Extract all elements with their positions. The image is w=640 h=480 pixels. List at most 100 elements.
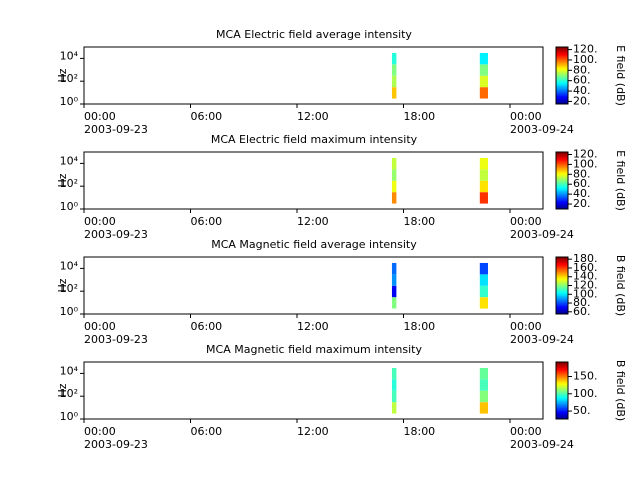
colorbar-segment: [556, 191, 568, 194]
spectrogram-cell: [391, 157, 397, 170]
colorbar-segment: [556, 264, 568, 267]
colorbar-segment: [556, 169, 568, 172]
colorbar-segment: [556, 261, 568, 264]
colorbar-segment: [556, 201, 568, 204]
colorbar-segment: [556, 302, 568, 305]
colorbar-segment: [556, 410, 568, 413]
colorbar-tick-label: 40.: [573, 187, 591, 200]
x-tick-date: 2003-09-23: [84, 333, 148, 346]
colorbar-segment: [556, 369, 568, 372]
colorbar-tick-label: 180.: [573, 252, 598, 265]
colorbar-segment: [556, 304, 568, 306]
spectrogram-cell: [391, 402, 397, 414]
colorbar-tick-label: 40.: [573, 84, 591, 97]
colorbar-segment: [556, 79, 568, 82]
colorbar-tick-label: 100.: [573, 157, 598, 170]
x-tick-label: 06:00: [190, 425, 222, 438]
colorbar-segment: [556, 157, 568, 160]
colorbar-segment: [556, 301, 568, 304]
x-tick-label: 00:00: [510, 425, 542, 438]
colorbar-segment: [556, 91, 568, 94]
colorbar-segment: [556, 298, 568, 301]
colorbar-segment: [556, 186, 568, 189]
panel-title: MCA Magnetic field maximum intensity: [206, 343, 422, 356]
spectrogram-cell: [479, 75, 488, 88]
spectrogram-cell: [479, 64, 488, 76]
colorbar-segment: [556, 197, 568, 200]
colorbar-frame: [555, 46, 569, 105]
spectrogram-cell: [391, 274, 397, 286]
colorbar-segment: [556, 76, 568, 79]
colorbar-segment: [556, 292, 568, 295]
colorbar-segment: [556, 363, 568, 366]
colorbar-segment: [556, 364, 568, 367]
x-tick-label: 00:00: [84, 110, 116, 123]
colorbar-segment: [556, 259, 568, 262]
colorbar-segment: [556, 156, 568, 159]
colorbar-segment: [556, 99, 568, 102]
colorbar-segment: [556, 308, 568, 311]
spectrogram-cell: [391, 192, 397, 204]
colorbar-segment: [556, 362, 568, 364]
x-tick-label: 12:00: [297, 425, 329, 438]
colorbar-segment: [556, 258, 568, 261]
plot-frame: [83, 256, 544, 315]
spectrogram-cell: [479, 52, 488, 65]
y-tick-label: 10²: [60, 282, 78, 295]
x-tick-label: 12:00: [297, 110, 329, 123]
colorbar-segment: [556, 289, 568, 292]
colorbar-label: B field (dB): [614, 255, 627, 316]
x-tick-label: 18:00: [403, 110, 435, 123]
colorbar-segment: [556, 407, 568, 410]
colorbar-segment: [556, 403, 568, 406]
panel-title: MCA Electric field average intensity: [216, 28, 412, 41]
spectrogram-cell: [391, 169, 397, 181]
colorbar-segment: [556, 88, 568, 91]
colorbar-segment: [556, 181, 568, 184]
colorbar-segment: [556, 391, 568, 394]
colorbar-segment: [556, 206, 568, 209]
colorbar-segment: [556, 381, 568, 384]
colorbar-segment: [556, 269, 568, 272]
y-tick-label: 10⁰: [60, 305, 79, 318]
x-tick-label: 12:00: [297, 215, 329, 228]
colorbar-segment: [556, 48, 568, 51]
colorbar-segment: [556, 204, 568, 207]
x-tick-label: 18:00: [403, 320, 435, 333]
colorbar-segment: [556, 193, 568, 196]
colorbar-segment: [556, 68, 568, 71]
colorbar-segment: [556, 64, 568, 67]
colorbar-segment: [556, 167, 568, 170]
y-tick-label: 10⁴: [60, 259, 79, 272]
colorbar-segment: [556, 177, 568, 180]
y-tick-label: 10²: [60, 177, 78, 190]
colorbar-segment: [556, 196, 568, 199]
colorbar-segment: [556, 161, 568, 164]
colorbar-segment: [556, 387, 568, 390]
colorbar-segment: [556, 184, 568, 187]
colorbar-segment: [556, 396, 568, 399]
colorbar-segment: [556, 81, 568, 84]
colorbar-segment: [556, 176, 568, 179]
colorbar-tick-label: 60.: [573, 305, 591, 318]
colorbar-segment: [556, 65, 568, 68]
colorbar-tick-label: 140.: [573, 270, 598, 283]
y-tick-label: 10²: [60, 387, 78, 400]
colorbar-segment: [556, 367, 568, 370]
colorbar-segment: [556, 163, 568, 166]
spectrogram-cell: [391, 87, 397, 99]
colorbar-segment: [556, 84, 568, 86]
colorbar-segment: [556, 51, 568, 54]
colorbar-segment: [556, 288, 568, 291]
colorbar-tick-label: 20.: [573, 94, 591, 107]
colorbar-segment: [556, 86, 568, 89]
colorbar-segment: [556, 82, 568, 85]
y-tick-label: 10²: [60, 72, 78, 85]
colorbar-segment: [556, 180, 568, 183]
colorbar-segment: [556, 262, 568, 265]
colorbar-segment: [556, 164, 568, 167]
colorbar-tick-label: 120.: [573, 279, 598, 292]
colorbar-segment: [556, 71, 568, 74]
colorbar-segment: [556, 58, 568, 61]
colorbar-segment: [556, 200, 568, 203]
